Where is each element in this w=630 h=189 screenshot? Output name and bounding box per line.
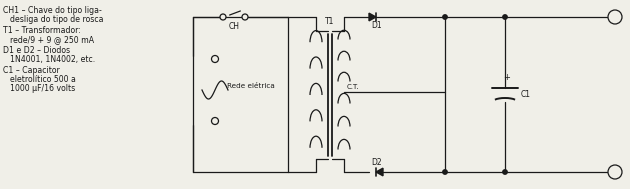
Text: eletrolítico 500 a: eletrolítico 500 a	[10, 75, 76, 84]
Text: desliga do tipo de rosca: desliga do tipo de rosca	[10, 15, 103, 24]
Circle shape	[608, 10, 622, 24]
Text: C1: C1	[521, 90, 531, 99]
Polygon shape	[369, 13, 376, 21]
Text: +: +	[503, 74, 510, 83]
Circle shape	[242, 14, 248, 20]
Circle shape	[212, 56, 219, 63]
Circle shape	[220, 14, 226, 20]
Polygon shape	[376, 168, 383, 176]
Text: C.T.: C.T.	[347, 84, 360, 90]
Text: C1 – Capacitor: C1 – Capacitor	[3, 66, 60, 75]
Text: D1: D1	[372, 21, 382, 30]
Text: 1000 μF/16 volts: 1000 μF/16 volts	[10, 84, 75, 93]
Circle shape	[503, 170, 507, 174]
Circle shape	[503, 15, 507, 19]
Circle shape	[212, 118, 219, 125]
Circle shape	[443, 170, 447, 174]
Text: rede/9 + 9 @ 250 mA: rede/9 + 9 @ 250 mA	[10, 35, 94, 44]
Text: CH: CH	[229, 22, 239, 31]
Text: +: +	[611, 12, 619, 22]
Text: D1 e D2 – Diodos: D1 e D2 – Diodos	[3, 46, 70, 55]
Circle shape	[443, 15, 447, 19]
Text: 1N4001, 1N4002, etc.: 1N4001, 1N4002, etc.	[10, 55, 95, 64]
Text: T1: T1	[325, 17, 335, 26]
Text: −: −	[610, 167, 620, 177]
Text: CH1 – Chave do tipo liga-: CH1 – Chave do tipo liga-	[3, 6, 102, 15]
Circle shape	[608, 165, 622, 179]
Text: Rede elétrica: Rede elétrica	[227, 83, 275, 89]
Text: D2: D2	[372, 158, 382, 167]
Text: T1 – Transformador:: T1 – Transformador:	[3, 26, 81, 35]
